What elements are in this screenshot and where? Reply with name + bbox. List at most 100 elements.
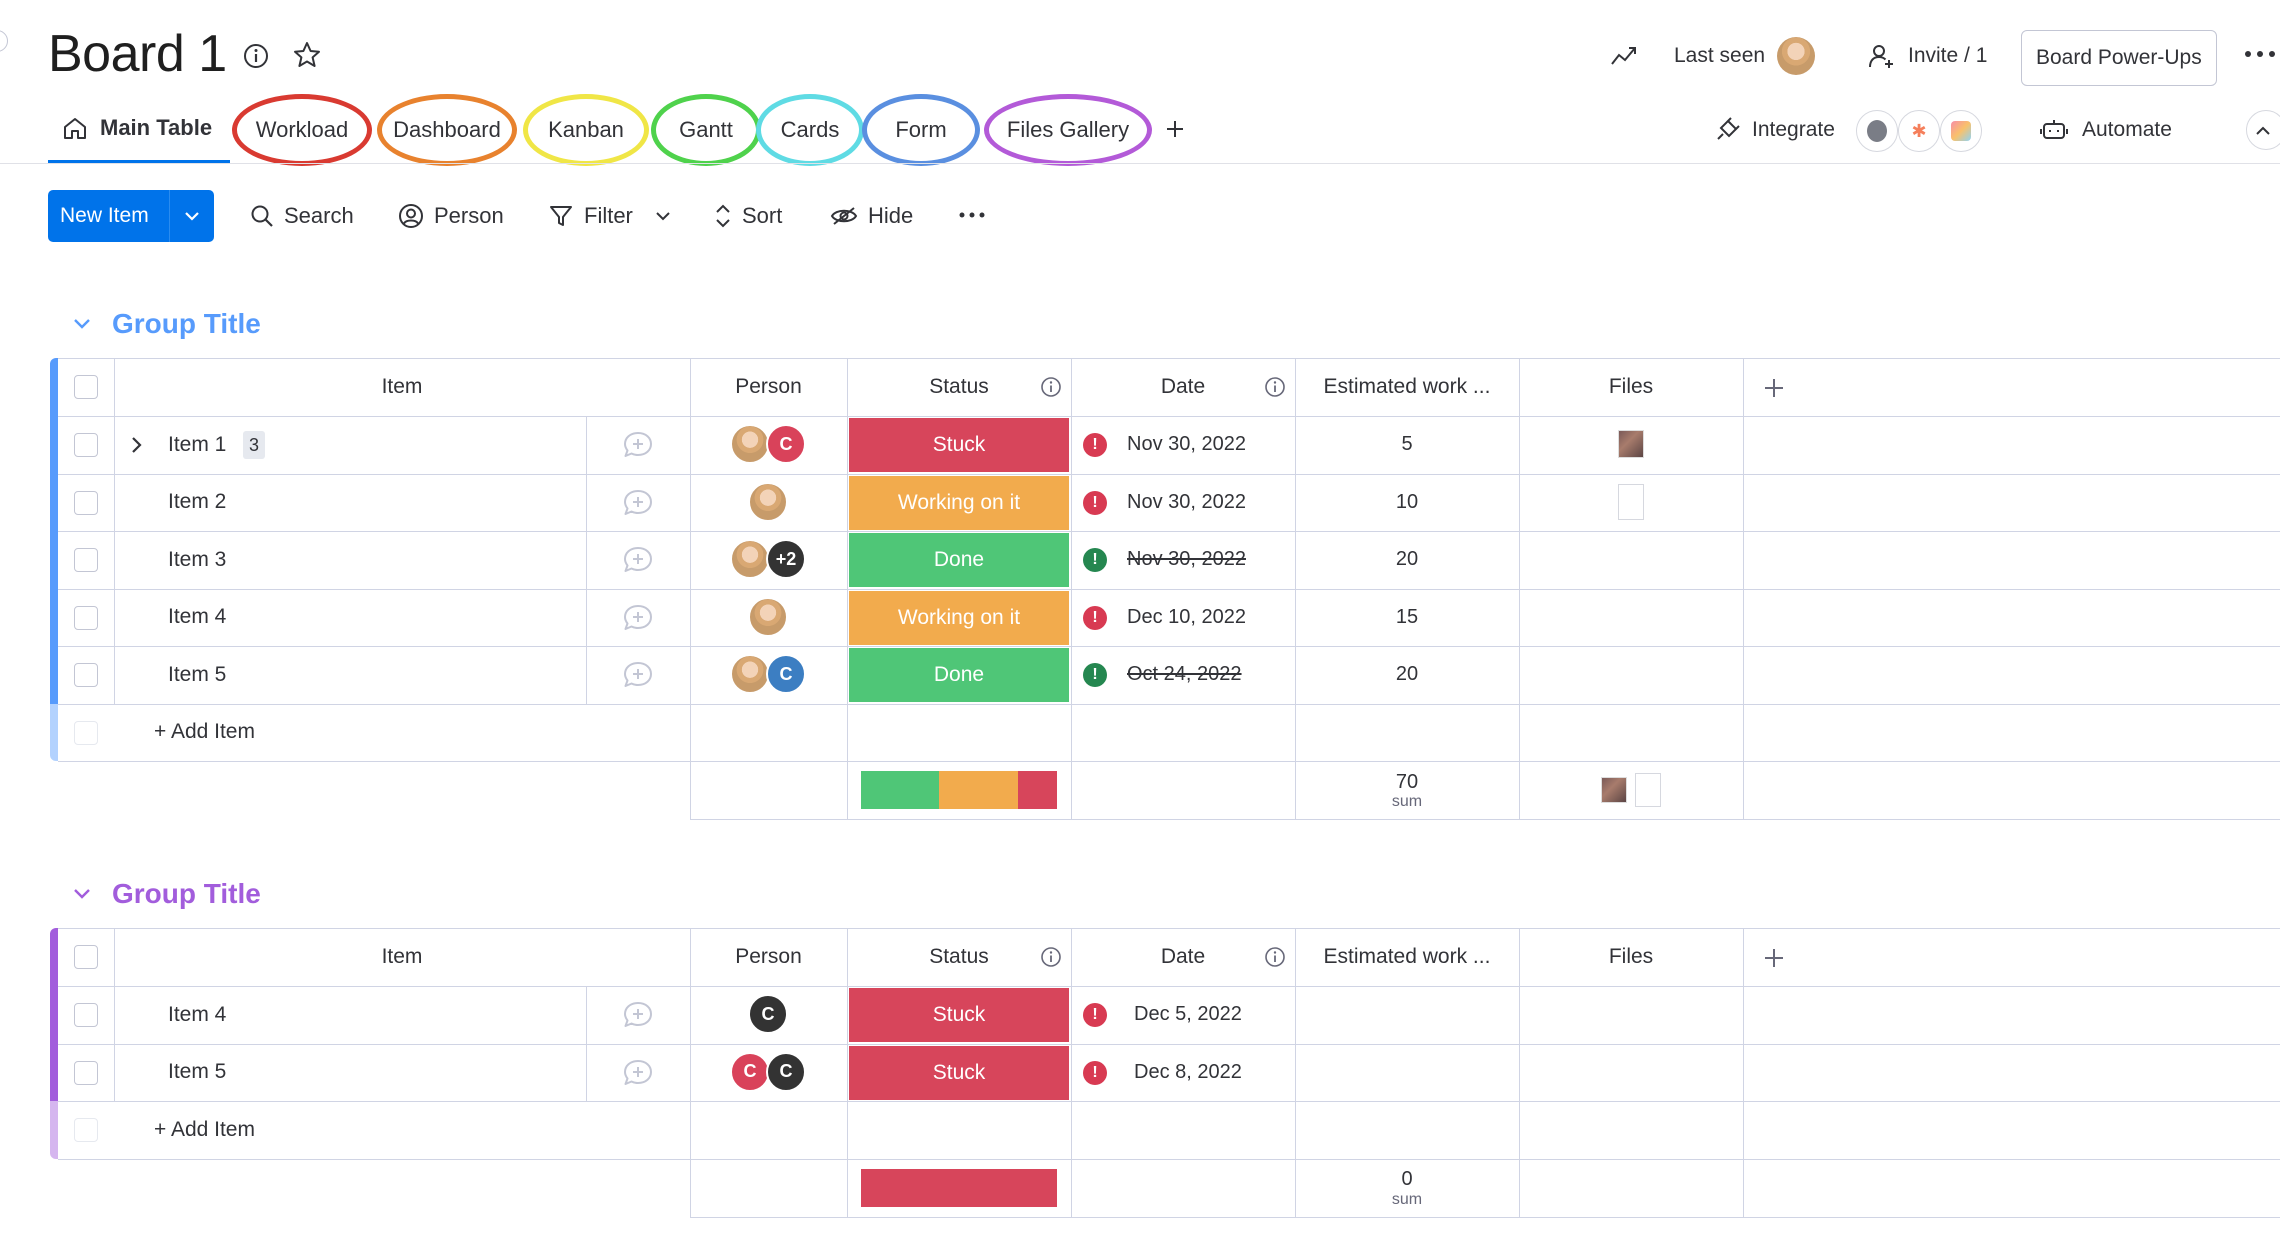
collapse-header-button[interactable] [2246, 110, 2280, 150]
activity-icon[interactable] [1610, 44, 1638, 68]
add-column-icon[interactable] [1762, 946, 1786, 970]
tab-workload[interactable]: Workload [232, 94, 372, 166]
star-icon[interactable] [292, 40, 322, 70]
chevron-down-icon[interactable] [655, 211, 671, 221]
new-item-label[interactable]: New Item [48, 190, 170, 242]
row-checkbox[interactable] [74, 605, 98, 630]
chevron-down-icon[interactable] [72, 887, 92, 901]
person-avatar[interactable] [730, 424, 770, 464]
item-name[interactable]: Item 2 [168, 490, 227, 514]
row-checkbox[interactable] [74, 1060, 98, 1085]
estimated-work-cell[interactable]: 10 [1395, 490, 1419, 513]
column-info-icon[interactable] [1040, 376, 1062, 398]
person-avatar[interactable]: C [766, 654, 806, 694]
tab-main-table[interactable]: Main Table [48, 96, 230, 164]
item-name[interactable]: Item 4 [168, 1002, 227, 1026]
select-all-checkbox[interactable] [74, 375, 98, 399]
add-update-icon[interactable] [622, 1000, 654, 1030]
group-title[interactable]: Group Title [72, 308, 261, 340]
date-cell[interactable]: Nov 30, 2022 [1127, 490, 1246, 513]
tab-dashboard[interactable]: Dashboard [377, 94, 517, 166]
last-seen[interactable]: Last seen [1674, 36, 1816, 76]
column-header-estimated-work[interactable]: Estimated work ... [1323, 945, 1491, 968]
tab-kanban[interactable]: Kanban [523, 94, 649, 166]
status-cell[interactable]: Working on it [849, 590, 1069, 645]
file-thumbnail[interactable] [1618, 430, 1644, 458]
subitems-count-badge[interactable]: 3 [243, 431, 265, 459]
integration-logos[interactable]: ✱ [1856, 110, 1986, 152]
column-header-item[interactable]: Item [381, 945, 423, 968]
status-cell[interactable]: Stuck [849, 988, 1069, 1042]
more-options-icon[interactable] [2244, 48, 2276, 60]
person-avatar[interactable] [730, 654, 770, 694]
person-avatar[interactable] [730, 539, 770, 579]
add-update-icon[interactable] [622, 430, 654, 460]
new-item-dropdown[interactable] [170, 190, 214, 242]
column-info-icon[interactable] [1264, 376, 1286, 398]
toolbar-more-icon[interactable] [958, 210, 986, 220]
date-cell[interactable]: Dec 8, 2022 [1134, 1060, 1242, 1083]
item-name[interactable]: Item 5 [168, 662, 227, 686]
date-cell[interactable]: Dec 5, 2022 [1134, 1003, 1242, 1026]
estimated-work-cell[interactable]: 20 [1395, 663, 1419, 686]
column-header-date[interactable]: Date [1160, 945, 1206, 968]
group-title[interactable]: Group Title [72, 878, 261, 910]
column-header-files[interactable]: Files [1608, 375, 1654, 398]
tab-cards[interactable]: Cards [756, 94, 864, 166]
estimated-work-cell[interactable] [1295, 1044, 1519, 1102]
search-button[interactable]: Search [250, 194, 354, 238]
integrate-button[interactable]: Integrate [1714, 110, 1835, 150]
date-cell[interactable]: Nov 30, 2022 [1127, 548, 1246, 571]
add-update-icon[interactable] [622, 488, 654, 518]
status-cell[interactable]: Stuck [849, 418, 1069, 472]
row-checkbox[interactable] [74, 490, 98, 515]
add-update-icon[interactable] [622, 660, 654, 690]
add-update-icon[interactable] [622, 1058, 654, 1088]
row-checkbox[interactable] [74, 548, 98, 572]
column-header-person[interactable]: Person [735, 375, 802, 398]
add-update-icon[interactable] [622, 603, 654, 633]
column-header-estimated-work[interactable]: Estimated work ... [1323, 375, 1491, 398]
hide-button[interactable]: Hide [830, 194, 913, 238]
date-cell[interactable]: Nov 30, 2022 [1127, 433, 1246, 456]
column-header-status[interactable]: Status [929, 945, 989, 968]
row-checkbox[interactable] [74, 1003, 98, 1027]
filter-button[interactable]: Filter [548, 194, 671, 238]
item-name[interactable]: Item 1 [168, 432, 227, 456]
file-thumbnail[interactable] [1618, 483, 1644, 520]
add-column-icon[interactable] [1762, 376, 1786, 400]
date-cell[interactable]: Dec 10, 2022 [1127, 605, 1246, 628]
person-avatar[interactable]: C [748, 994, 788, 1034]
row-checkbox[interactable] [74, 433, 98, 457]
person-avatar[interactable]: C [730, 1051, 770, 1092]
item-name[interactable]: Item 3 [168, 547, 227, 571]
select-all-checkbox[interactable] [74, 945, 98, 969]
row-checkbox[interactable] [74, 663, 98, 687]
status-cell[interactable]: Done [849, 648, 1069, 702]
file-summary-thumbnail[interactable] [1635, 773, 1661, 807]
add-view-icon[interactable] [1164, 118, 1186, 140]
estimated-work-cell[interactable]: 20 [1395, 548, 1419, 571]
add-item-input[interactable]: + Add Item [154, 720, 255, 744]
estimated-work-cell[interactable]: 15 [1395, 605, 1419, 628]
estimated-work-cell[interactable]: 5 [1401, 433, 1413, 456]
column-header-date[interactable]: Date [1160, 375, 1206, 398]
add-update-icon[interactable] [622, 545, 654, 575]
column-info-icon[interactable] [1040, 946, 1062, 968]
column-info-icon[interactable] [1264, 946, 1286, 968]
column-header-item[interactable]: Item [381, 375, 423, 398]
column-header-status[interactable]: Status [929, 375, 989, 398]
person-avatar[interactable]: C [766, 424, 806, 464]
file-summary-thumbnail[interactable] [1601, 777, 1627, 803]
tab-files-gallery[interactable]: Files Gallery [984, 94, 1152, 166]
item-name[interactable]: Item 4 [168, 605, 227, 629]
expand-subitems-icon[interactable] [130, 436, 142, 454]
person-avatar[interactable]: C [766, 1051, 806, 1092]
board-title[interactable]: Board 1 [48, 25, 227, 83]
group-title-text[interactable]: Group Title [112, 878, 261, 909]
person-avatar[interactable]: +2 [766, 539, 806, 579]
status-cell[interactable]: Stuck [849, 1045, 1069, 1100]
status-summary-bar[interactable] [861, 1168, 1057, 1207]
estimated-work-cell[interactable] [1295, 986, 1519, 1044]
automate-button[interactable]: Automate [2040, 110, 2172, 150]
